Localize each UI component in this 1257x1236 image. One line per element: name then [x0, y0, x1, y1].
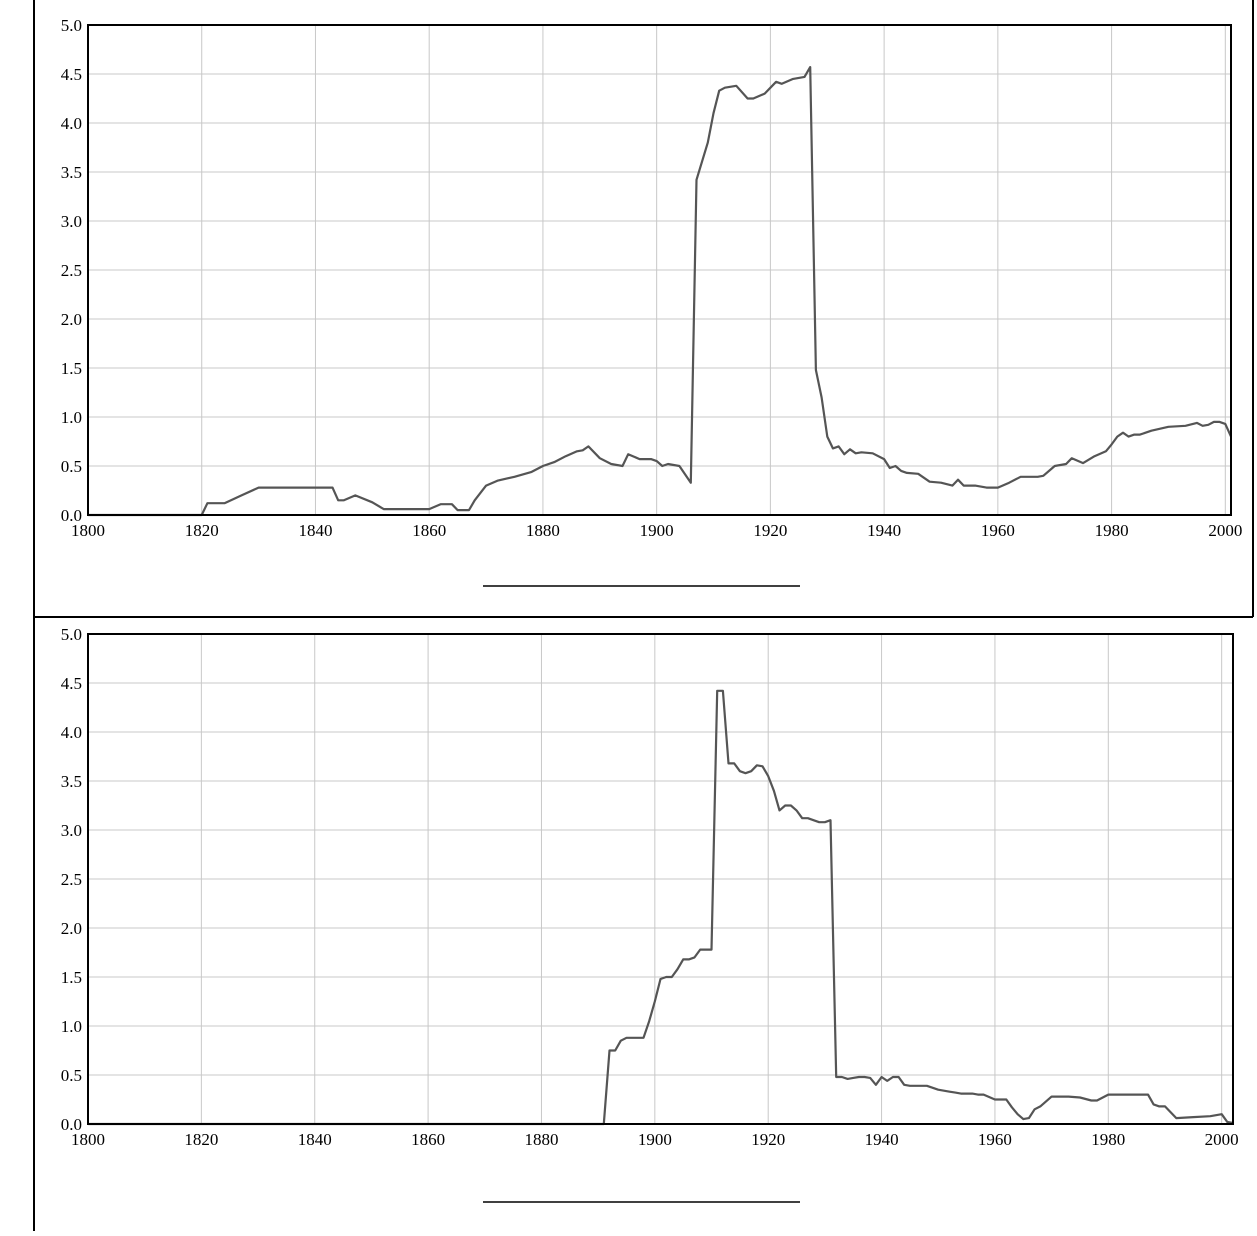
y-tick-label: 3.5: [61, 772, 82, 791]
x-tick-label: 1980: [1091, 1130, 1125, 1149]
y-tick-label: 4.0: [61, 723, 82, 742]
x-tick-label: 1860: [412, 521, 446, 540]
y-tick-label: 0.0: [61, 1115, 82, 1134]
x-tick-label: 1940: [867, 521, 901, 540]
x-tick-label: 1920: [751, 1130, 785, 1149]
y-tick-label: 0.5: [61, 457, 82, 476]
x-tick-label: 1960: [978, 1130, 1012, 1149]
x-tick-label: 1880: [524, 1130, 558, 1149]
y-tick-label: 1.5: [61, 968, 82, 987]
x-tick-label: 1800: [71, 1130, 105, 1149]
x-tick-label: 1820: [185, 521, 219, 540]
x-tick-label: 1820: [184, 1130, 218, 1149]
y-tick-label: 2.0: [61, 310, 82, 329]
x-tick-label: 1840: [298, 521, 332, 540]
x-tick-label: 1900: [640, 521, 674, 540]
y-tick-label: 2.0: [61, 919, 82, 938]
y-tick-label: 4.0: [61, 114, 82, 133]
y-tick-label: 1.0: [61, 1017, 82, 1036]
y-tick-label: 4.5: [61, 674, 82, 693]
x-tick-label: 1960: [981, 521, 1015, 540]
y-tick-label: 5.0: [61, 16, 82, 35]
y-tick-label: 3.5: [61, 163, 82, 182]
series-line: [88, 689, 1234, 1126]
y-tick-label: 3.0: [61, 821, 82, 840]
y-tick-label: 1.5: [61, 359, 82, 378]
y-tick-label: 0.0: [61, 506, 82, 525]
chart-top: 1800 1820 1840 1860 1880 1900 1920 1940 1960 1980…: [61, 16, 1243, 540]
x-tick-label: 1880: [526, 521, 560, 540]
y-tick-label: 2.5: [61, 261, 82, 280]
y-tick-label: 3.0: [61, 212, 82, 231]
y-tick-label: 0.5: [61, 1066, 82, 1085]
x-tick-label: 1800: [71, 521, 105, 540]
x-tick-label: 1860: [411, 1130, 445, 1149]
plot-area-border: [87, 24, 1232, 516]
plot-area-border: [87, 633, 1234, 1125]
x-tick-label: 1900: [638, 1130, 672, 1149]
series-line: [88, 65, 1233, 517]
x-tick-label: 1940: [865, 1130, 899, 1149]
y-tick-label: 1.0: [61, 408, 82, 427]
y-tick-label: 2.5: [61, 870, 82, 889]
x-tick-label: 2000: [1205, 1130, 1239, 1149]
x-tick-label: 1920: [753, 521, 787, 540]
x-tick-label: 1980: [1095, 521, 1129, 540]
y-tick-label: 4.5: [61, 65, 82, 84]
y-tick-label: 5.0: [61, 625, 82, 644]
chart-bottom: 1800 1820 1840 1860 1880 1900 1920 1940 1960 1980…: [61, 625, 1239, 1149]
x-tick-label: 1840: [298, 1130, 332, 1149]
x-tick-label: 2000: [1208, 521, 1242, 540]
